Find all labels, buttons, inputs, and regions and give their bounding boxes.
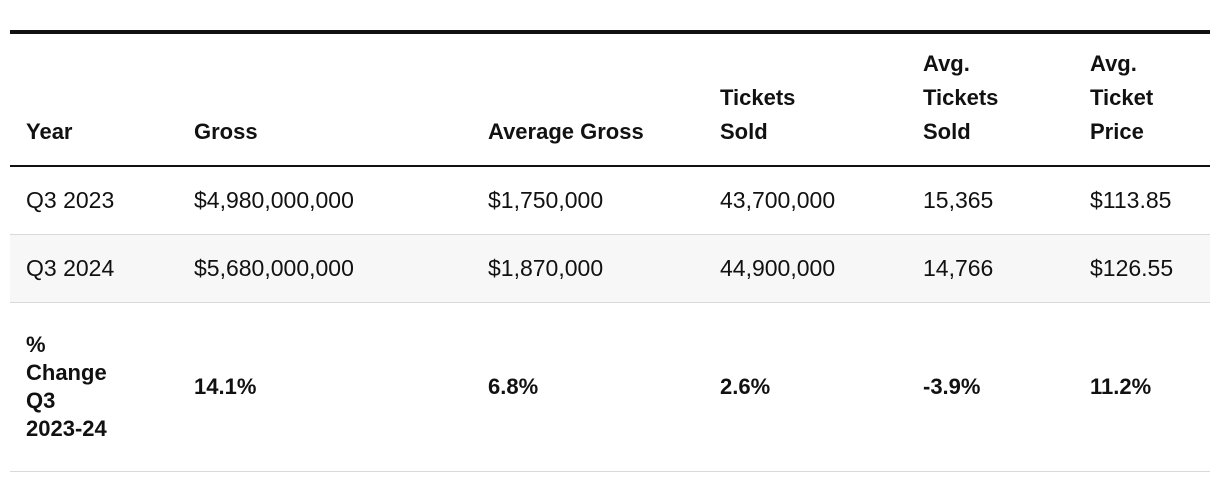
table-row: Q3 2024 $5,680,000,000 $1,870,000 44,900… <box>10 234 1210 303</box>
cell-year: Q3 2023 <box>10 166 178 235</box>
header-average-gross: Average Gross <box>472 32 704 167</box>
table-header: Year Gross Average Gross Tickets Sold Av… <box>10 32 1210 167</box>
cell-gross: $4,980,000,000 <box>178 166 472 235</box>
cell-tickets-sold-change: 2.6% <box>704 302 907 472</box>
cell-average-gross-change: 6.8% <box>472 302 704 472</box>
cell-average-gross: $1,750,000 <box>472 166 704 235</box>
header-gross: Gross <box>178 32 472 167</box>
cell-gross-change: 14.1% <box>178 302 472 472</box>
cell-tickets-sold: 43,700,000 <box>704 166 907 235</box>
table-row: Q3 2023 $4,980,000,000 $1,750,000 43,700… <box>10 166 1210 235</box>
cell-year: Q3 2024 <box>10 234 178 303</box>
cell-avg-tickets-sold: 14,766 <box>907 234 1074 303</box>
cell-avg-ticket-price-change: 11.2% <box>1074 302 1210 472</box>
header-year: Year <box>10 32 178 167</box>
cell-avg-tickets-sold-change: -3.9% <box>907 302 1074 472</box>
percent-change-row: % Change Q3 2023-24 14.1% 6.8% 2.6% -3.9… <box>10 302 1210 472</box>
cell-avg-ticket-price: $113.85 <box>1074 166 1210 235</box>
cell-average-gross: $1,870,000 <box>472 234 704 303</box>
data-table-container: Year Gross Average Gross Tickets Sold Av… <box>10 30 1210 472</box>
cell-avg-ticket-price: $126.55 <box>1074 234 1210 303</box>
header-row: Year Gross Average Gross Tickets Sold Av… <box>10 32 1210 167</box>
cell-change-label: % Change Q3 2023-24 <box>10 302 178 472</box>
header-avg-tickets-sold: Avg. Tickets Sold <box>907 32 1074 167</box>
header-avg-ticket-price: Avg. Ticket Price <box>1074 32 1210 167</box>
cell-gross: $5,680,000,000 <box>178 234 472 303</box>
cell-tickets-sold: 44,900,000 <box>704 234 907 303</box>
box-office-table: Year Gross Average Gross Tickets Sold Av… <box>10 30 1210 472</box>
header-tickets-sold: Tickets Sold <box>704 32 907 167</box>
table-body: Q3 2023 $4,980,000,000 $1,750,000 43,700… <box>10 166 1210 472</box>
cell-avg-tickets-sold: 15,365 <box>907 166 1074 235</box>
